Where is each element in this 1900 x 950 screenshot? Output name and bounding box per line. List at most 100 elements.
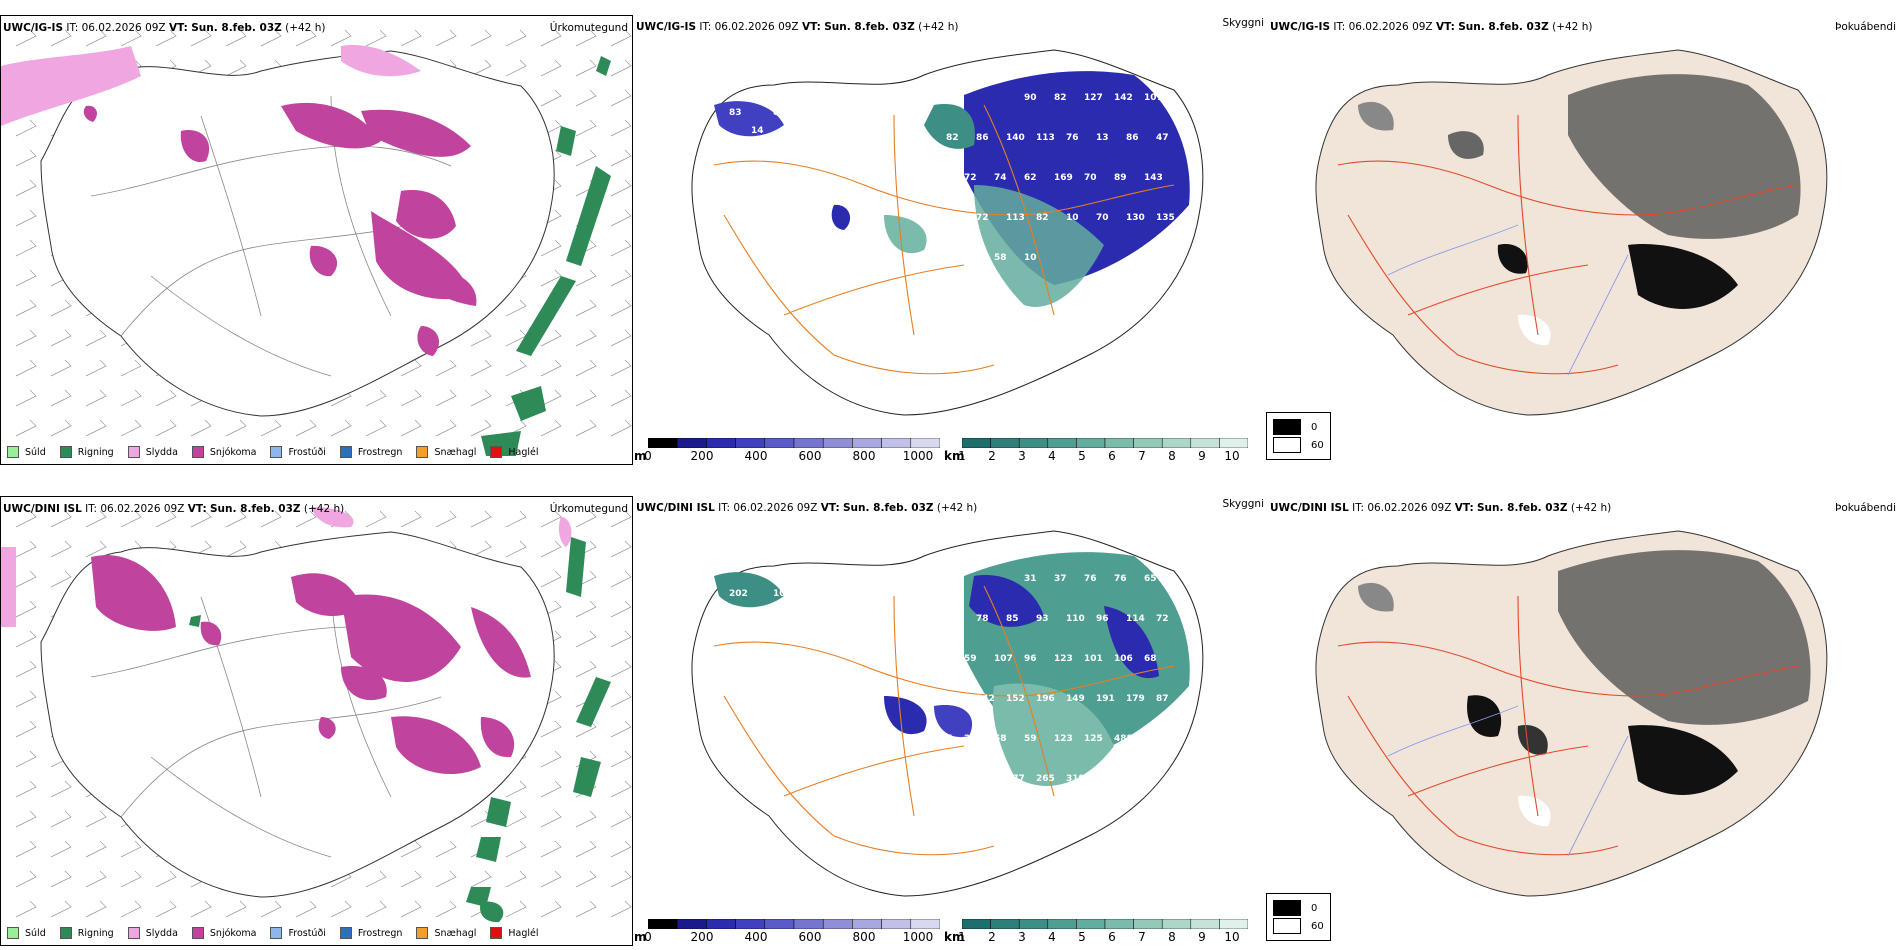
wind-barb — [505, 900, 527, 918]
colorbar-km-top: km 1 2 3 4 5 6 7 8 9 10 — [944, 437, 1264, 467]
vis-map-top: 83 14 85 90 82 127 142 107 82 86 140 113 76 13 86 47 83 7… — [691, 49, 1204, 416]
wind-barb — [610, 269, 632, 287]
wind-barb — [610, 510, 632, 528]
wind-barb — [15, 209, 37, 227]
fog-key-top: 0 60 — [1266, 412, 1331, 460]
colorbar-tick-label: 6 — [1108, 449, 1116, 463]
vis-value-label: 70 — [1084, 173, 1097, 183]
fog-title-bottom: Þokuábendi — [1835, 502, 1896, 514]
wind-barb — [365, 510, 387, 528]
vis-value-label: 142 — [1114, 93, 1133, 103]
wind-barb — [15, 510, 37, 528]
vis-title-top: Skyggni — [1222, 17, 1265, 29]
wind-barb — [505, 29, 527, 47]
wind-barb — [610, 209, 632, 227]
vis-panel-bottom: 202 18 100 31 37 76 76 65 57 78 85 93 110 96 114 72 100 5… — [634, 496, 1268, 946]
colorbar-segment — [852, 438, 882, 448]
legend-swatch — [59, 446, 72, 458]
wind-barb — [540, 419, 562, 437]
wind-barb — [610, 419, 632, 437]
precip-title-top: Úrkomutegund — [549, 22, 628, 34]
colorbar-tick-label: 6 — [1108, 930, 1116, 944]
vis-value-label: 68 — [1144, 654, 1157, 664]
vis-value-label: 78 — [976, 614, 989, 624]
vis-value-label: 100 — [773, 589, 792, 599]
wind-barb — [155, 900, 177, 918]
fog-header-bottom: UWC/DINI ISL IT: 06.02.2026 09Z VT: Sun.… — [1270, 502, 1612, 514]
wind-barb — [50, 570, 72, 588]
wind-barb — [505, 840, 527, 858]
legend-label: Súld — [25, 446, 46, 458]
colorbar-m-top: m 0 200 400 600 800 1000 — [634, 437, 940, 467]
vis-value-label: 58 — [994, 734, 1007, 744]
wind-barb — [15, 359, 37, 377]
wind-barb — [610, 660, 632, 678]
vis-value-labels: 83 14 85 90 82 127 142 107 82 86 140 113 76 13 86 47 83 7… — [729, 93, 1175, 263]
legend-swatch — [191, 446, 204, 458]
wind-barb — [610, 89, 632, 107]
vis-value-label: 96 — [1024, 654, 1037, 664]
wind-barb — [575, 29, 597, 47]
wind-barb — [610, 870, 632, 888]
wind-barb — [610, 59, 632, 77]
wind-barb — [365, 870, 387, 888]
vis-value-label: 82 — [1054, 93, 1067, 103]
precip-header-bottom: UWC/DINI ISL IT: 06.02.2026 09Z VT: Sun.… — [3, 503, 345, 515]
wind-barb — [295, 900, 317, 918]
wind-barb — [190, 510, 212, 528]
vis-value-label: 18 — [751, 607, 764, 617]
colorbar-tick-label: 1 — [958, 930, 966, 944]
colorbar-segment — [1133, 919, 1163, 929]
vis-panel-top: 83 14 85 90 82 127 142 107 82 86 140 113 76 13 86 47 83 7… — [634, 15, 1268, 465]
wind-barb — [505, 359, 527, 377]
legend-item: Slydda — [127, 927, 178, 939]
legend-item: Haglél — [490, 927, 539, 939]
vis-areas — [714, 71, 1190, 307]
wind-barb — [85, 389, 107, 407]
vis-value-label: 149 — [1066, 694, 1085, 704]
wind-barb — [540, 239, 562, 257]
fog-key-row: 0 — [1273, 419, 1324, 435]
wind-barb — [225, 540, 247, 558]
vis-value-label: 62 — [1024, 173, 1037, 183]
wind-barb — [50, 540, 72, 558]
wind-barb — [575, 119, 597, 137]
wind-barb — [365, 29, 387, 47]
wind-barb — [575, 359, 597, 377]
colorbar-segment — [1190, 438, 1220, 448]
wind-barb — [120, 419, 142, 437]
vis-value-label: 59 — [964, 654, 977, 664]
wind-barb — [190, 419, 212, 437]
wind-barb — [610, 630, 632, 648]
wind-barb — [225, 900, 247, 918]
colorbar-tick-label: 1 — [958, 449, 966, 463]
fog-key-swatch — [1273, 437, 1301, 453]
wind-barb — [15, 299, 37, 317]
colorbar-tick-label: 2 — [988, 930, 996, 944]
vis-value-label: 123 — [1054, 734, 1073, 744]
legend-swatch — [416, 446, 429, 458]
fog-roads — [1337, 595, 1799, 856]
vis-value-label: 14 — [751, 126, 764, 136]
wind-barb — [15, 29, 37, 47]
wind-barb — [610, 329, 632, 347]
legend-label: Frostregn — [357, 927, 403, 939]
wind-barb — [575, 59, 597, 77]
wind-barb — [15, 780, 37, 798]
wind-barb — [540, 389, 562, 407]
wind-barb — [540, 29, 562, 47]
legend-swatch — [270, 927, 283, 939]
wind-barb — [50, 900, 72, 918]
wind-barb — [610, 840, 632, 858]
wind-barb — [505, 780, 527, 798]
wind-barb — [15, 600, 37, 618]
colorbar-m-ticks: 0 200 400 600 800 1000 — [644, 930, 940, 944]
vis-value-label: 72 — [976, 213, 989, 223]
wind-barb — [155, 389, 177, 407]
legend-label: Haglél — [508, 927, 539, 939]
wind-barb — [610, 900, 632, 918]
wind-barb — [85, 870, 107, 888]
colorbar-segment — [881, 919, 912, 929]
fog-map-bottom — [1315, 530, 1828, 897]
